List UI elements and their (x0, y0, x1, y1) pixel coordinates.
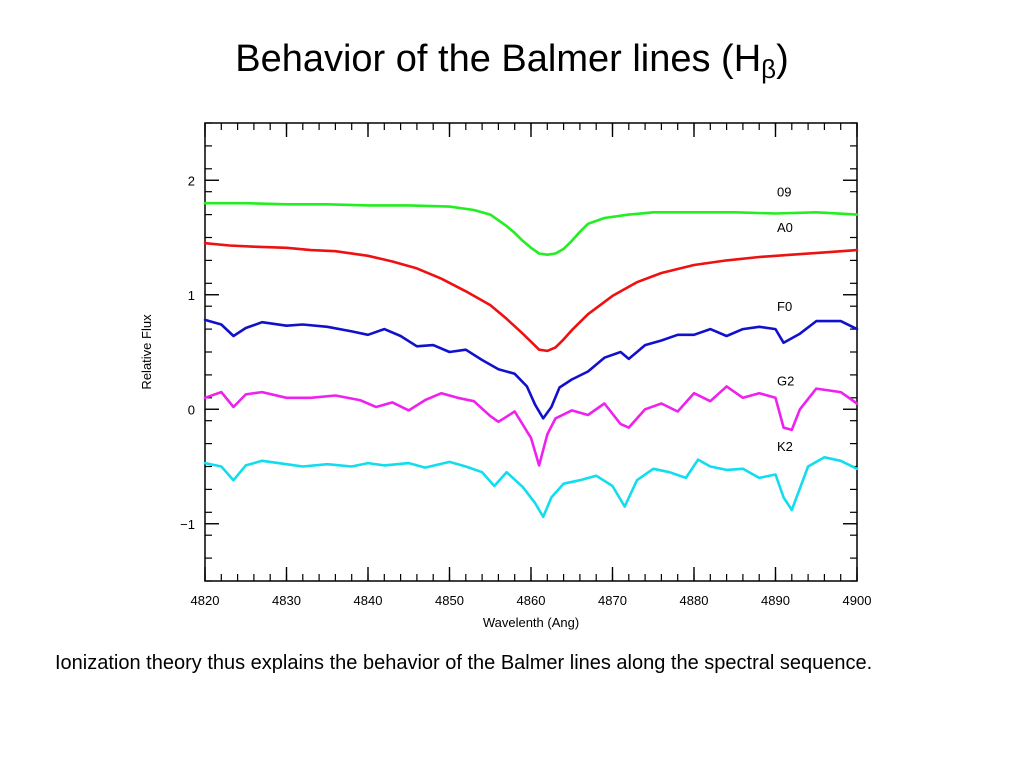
x-tick-label: 4870 (598, 593, 627, 608)
series-line-f0 (203, 318, 859, 420)
series-label-k2: K2 (777, 439, 793, 454)
balmer-chart: 4820 4830 4840 4850 4860 4870 4880 4890 4900 −1 0 1… (139, 122, 872, 630)
title-subscript: β (761, 54, 777, 84)
series-line-09 (203, 201, 859, 256)
series-line-g2 (203, 385, 859, 467)
x-tick-label: 4880 (680, 593, 709, 608)
y-tick-label: 2 (188, 173, 195, 188)
title-main: Behavior of the Balmer lines (H (235, 38, 762, 80)
series-line-a0 (203, 241, 859, 353)
plot-frame (204, 122, 858, 582)
x-tick-label: 4890 (761, 593, 790, 608)
series-label-g2: G2 (777, 374, 794, 389)
x-axis-label: Wavelenth (Ang) (483, 615, 579, 630)
caption: Ionization theory thus explains the beha… (55, 652, 873, 674)
x-tick-label: 4850 (435, 593, 464, 608)
x-tick-label: 4900 (843, 593, 872, 608)
series-label-f0: F0 (777, 299, 792, 314)
x-tick-label: 4820 (191, 593, 220, 608)
x-tick-label: 4830 (272, 593, 301, 608)
series-label-a0: A0 (777, 220, 793, 235)
title-close: ) (776, 38, 789, 80)
y-tick-label: 1 (188, 288, 195, 303)
series-label-09: 09 (777, 185, 791, 200)
slide-title: Behavior of the Balmer lines (Hβ) (0, 38, 1024, 85)
x-tick-label: 4840 (354, 593, 383, 608)
y-tick-label: −1 (180, 517, 195, 532)
x-tick-label: 4860 (517, 593, 546, 608)
y-axis-label: Relative Flux (139, 314, 154, 390)
y-tick-label: 0 (188, 402, 195, 417)
series-line-k2 (203, 455, 859, 519)
